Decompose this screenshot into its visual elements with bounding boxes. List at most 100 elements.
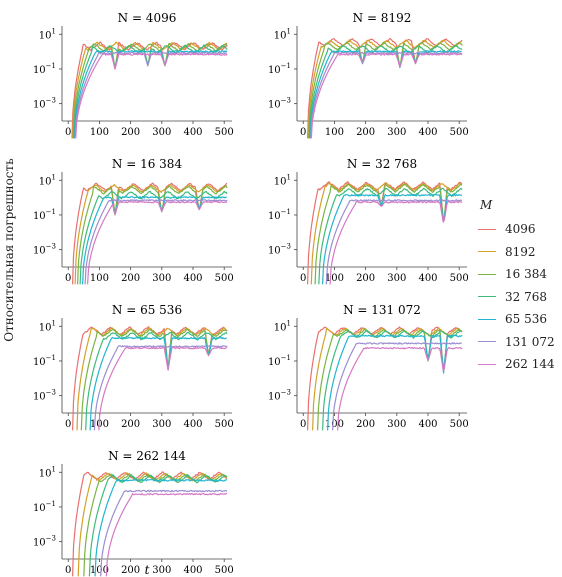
x-tick-label: 500	[450, 419, 469, 430]
y-axis-label-text: Относительная погрешность	[2, 158, 16, 342]
y-tick-label: 101	[274, 27, 291, 41]
x-tick-label: 0	[300, 127, 306, 138]
x-tick-label: 300	[387, 419, 406, 430]
series-line	[318, 187, 463, 285]
series-line	[87, 200, 228, 285]
x-tick-label: 500	[450, 273, 469, 284]
panel: N = 262 144 101 10−1 10−3 0 100 200 300 400 500	[33, 449, 234, 577]
x-tick-label: 300	[387, 127, 406, 138]
series-line	[88, 474, 228, 577]
series-line	[329, 200, 463, 285]
y-tick-label: 10−3	[33, 389, 56, 403]
series-line	[310, 182, 463, 285]
legend-label: 65 536	[505, 312, 547, 327]
x-tick-label: 300	[152, 273, 171, 284]
series-line	[327, 334, 463, 431]
x-tick-label: 200	[121, 419, 140, 430]
series-line	[308, 45, 463, 139]
series-line	[84, 199, 228, 285]
y-tick-label: 101	[274, 173, 291, 187]
legend-label: 131 072	[505, 334, 555, 349]
legend-item: 4096	[478, 218, 562, 241]
series-line	[105, 492, 227, 577]
panel-title: N = 262 144	[108, 449, 186, 463]
series-line	[83, 473, 228, 577]
panel-title: N = 32 768	[347, 157, 417, 171]
series-line	[325, 199, 463, 285]
y-tick-label: 10−1	[33, 500, 56, 514]
legend-item: 16 384	[478, 263, 562, 286]
series-line	[77, 472, 228, 577]
series-line	[73, 44, 228, 139]
x-tick-label: 400	[418, 419, 437, 430]
legend-item: 32 768	[478, 286, 562, 309]
panel-title: N = 8192	[353, 11, 412, 25]
legend: M 4096 8192 16 384 32 768 65 536 131 072 262 1…	[478, 198, 562, 376]
series-line	[85, 331, 228, 431]
x-tick-label: 300	[152, 565, 171, 576]
y-axis-label: Относительная погрешность	[0, 150, 18, 350]
series-line	[94, 479, 228, 577]
y-tick-label: 10−3	[268, 97, 291, 111]
x-axis-label: t	[145, 563, 150, 577]
series-line	[72, 42, 228, 139]
panel: N = 8192 101 10−1 10−3 0 100 200 300 400 500	[268, 11, 469, 139]
x-tick-label: 300	[387, 273, 406, 284]
panel: N = 16 384 101 10−1 10−3 0 100 200 300 400 500	[33, 157, 234, 285]
y-tick-label: 101	[39, 173, 56, 187]
series-line	[73, 50, 228, 139]
series-line	[332, 342, 463, 431]
y-tick-label: 10−3	[268, 243, 291, 257]
legend-label: 16 384	[505, 267, 547, 282]
x-tick-label: 400	[183, 419, 202, 430]
legend-item: 65 536	[478, 308, 562, 331]
legend-items: 4096 8192 16 384 32 768 65 536 131 072 262 144	[478, 218, 562, 376]
legend-swatch	[478, 341, 496, 343]
x-tick-label: 100	[90, 565, 109, 576]
x-tick-label: 100	[325, 127, 344, 138]
series-line	[89, 336, 227, 431]
x-tick-label: 400	[183, 273, 202, 284]
y-tick-label: 10−3	[268, 389, 291, 403]
x-tick-label: 0	[300, 419, 306, 430]
legend-swatch	[478, 318, 496, 320]
y-tick-label: 10−1	[33, 354, 56, 368]
legend-title: M	[480, 198, 493, 212]
x-tick-label: 100	[90, 273, 109, 284]
x-tick-label: 0	[65, 127, 71, 138]
series-line	[100, 489, 228, 577]
legend-item: 8192	[478, 241, 562, 264]
x-tick-label: 400	[183, 565, 202, 576]
legend-swatch	[478, 296, 496, 298]
legend-label: 4096	[505, 222, 536, 237]
legend-swatch	[478, 228, 496, 230]
panel-title: N = 16 384	[112, 157, 183, 171]
x-tick-label: 200	[121, 565, 140, 576]
x-tick-label: 0	[65, 419, 71, 430]
x-tick-label: 200	[356, 419, 375, 430]
x-tick-label: 300	[152, 127, 171, 138]
series-line	[308, 41, 463, 139]
y-tick-label: 10−1	[33, 208, 56, 222]
x-tick-label: 500	[215, 273, 234, 284]
y-tick-label: 101	[39, 465, 56, 479]
series-line	[98, 346, 228, 431]
panel: N = 4096 101 10−1 10−3 0 100 200 300 400 500	[33, 11, 234, 139]
x-tick-label: 100	[325, 419, 344, 430]
y-tick-label: 10−3	[33, 535, 56, 549]
legend-swatch	[478, 251, 496, 253]
x-tick-label: 300	[152, 419, 171, 430]
x-tick-label: 0	[300, 273, 306, 284]
series-line	[310, 51, 463, 139]
series-line	[74, 51, 228, 139]
y-tick-label: 10−1	[268, 208, 291, 222]
series-line	[75, 53, 228, 139]
series-line	[82, 196, 227, 285]
legend-item: 131 072	[478, 331, 562, 354]
series-line	[310, 53, 463, 139]
panel-title: N = 131 072	[343, 303, 421, 317]
series-line	[80, 328, 228, 431]
panel-title: N = 65 536	[112, 303, 182, 317]
legend-label: 8192	[505, 244, 536, 259]
